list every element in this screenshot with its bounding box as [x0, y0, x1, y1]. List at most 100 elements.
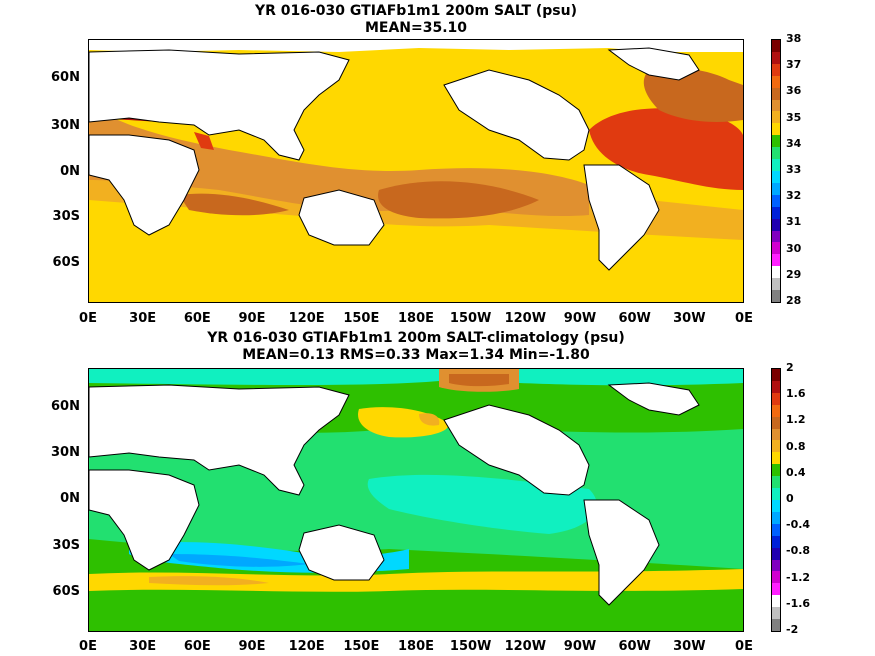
bottom-colorbar-swatch	[772, 547, 780, 560]
bottom-colorbar-swatch	[772, 511, 780, 524]
top-colorbar-label: 34	[786, 136, 802, 150]
bottom-colorbar-label: 0	[786, 492, 794, 505]
bottom-colorbar-label: 1.2	[786, 413, 806, 427]
bottom-lon-label: 150E	[343, 639, 380, 654]
top-colorbar-swatch	[772, 230, 780, 243]
top-colorbar-swatch	[772, 206, 780, 219]
top-colorbar-swatch	[772, 111, 780, 124]
bottom-lat-label-30n: 30N	[51, 445, 80, 460]
top-lat-label-0n: 0N	[60, 164, 80, 179]
bottom-colorbar-swatch	[772, 499, 780, 512]
top-colorbar-swatch	[772, 99, 780, 112]
bottom-colorbar-label: 0.4	[786, 465, 806, 479]
bottom-lon-label: 180E	[397, 639, 435, 654]
top-colorbar-label: 31	[786, 215, 802, 229]
top-lat-label-60n: 60N	[51, 70, 80, 85]
top-colorbar-label: 38	[786, 32, 802, 45]
top-colorbar-swatch	[772, 266, 780, 279]
bottom-colorbar-label: 1.6	[786, 387, 806, 401]
top-colorbar-swatch	[772, 51, 780, 64]
continents	[89, 47, 700, 271]
bottom-colorbar-label: -1.2	[786, 570, 811, 584]
top-colorbar-label: 37	[786, 58, 802, 72]
bottom-lon-label: 0E	[79, 639, 97, 654]
top-colorbar-swatch	[772, 135, 780, 148]
top-colorbar-swatch	[772, 170, 780, 183]
top-map-subtitle: MEAN=35.10	[364, 20, 468, 36]
top-colorbar-label: 33	[786, 163, 802, 176]
top-colorbar-label: 32	[786, 189, 802, 203]
top-colorbar-swatch	[772, 218, 780, 231]
bottom-lon-label: 120E	[288, 639, 325, 654]
top-lon-label: 120W	[504, 311, 547, 326]
bottom-colorbar	[771, 368, 781, 632]
bottom-colorbar-label: -0.8	[786, 544, 811, 558]
bottom-colorbar-swatch	[772, 476, 780, 489]
bottom-colorbar-label: 0.8	[786, 439, 806, 453]
top-lat-label-30n: 30N	[51, 118, 80, 133]
bottom-colorbar-swatch	[772, 583, 780, 596]
top-colorbar-label: 28	[786, 294, 802, 307]
bottom-lon-label: 0E	[735, 639, 753, 654]
bottom-lon-label: 30W	[673, 639, 706, 654]
bottom-colorbar-swatch	[772, 392, 780, 405]
top-lon-label: 0E	[735, 311, 753, 326]
bottom-colorbar-swatch	[772, 380, 780, 393]
bottom-colorbar-label: -2	[786, 623, 799, 636]
bottom-lat-label-0n: 0N	[60, 491, 80, 506]
bottom-lon-label: 60E	[183, 639, 211, 654]
bottom-colorbar-swatch	[772, 416, 780, 429]
top-map-panel	[88, 39, 744, 303]
bottom-lon-label: 60W	[618, 639, 651, 654]
top-colorbar-swatch	[772, 63, 780, 76]
bottom-colorbar-swatch	[772, 523, 780, 536]
top-colorbar-swatch	[772, 75, 780, 88]
bottom-colorbar-swatch	[772, 559, 780, 572]
top-colorbar-label: 29	[786, 267, 802, 281]
top-colorbar-label: 35	[786, 110, 802, 124]
bottom-lon-label: 30E	[129, 639, 157, 654]
bottom-colorbar-label: 2	[786, 361, 794, 374]
top-colorbar-swatch	[772, 159, 780, 171]
top-map-title: YR 016-030 GTIAFb1m1 200m SALT (psu)	[254, 3, 578, 19]
top-colorbar-swatch	[772, 194, 780, 207]
top-salinity-field	[89, 40, 743, 302]
bottom-lon-label: 90W	[563, 639, 597, 654]
top-colorbar	[771, 39, 781, 303]
continents	[89, 382, 700, 606]
top-lon-label: 30E	[129, 311, 157, 326]
top-lon-label: 60E	[183, 311, 211, 326]
bottom-colorbar-swatch	[772, 404, 780, 417]
top-colorbar-swatch	[772, 242, 780, 255]
top-colorbar-swatch	[772, 147, 780, 160]
bottom-salinity-anomaly-field	[89, 369, 743, 631]
bottom-lon-label: 150W	[449, 639, 492, 654]
bottom-map-title: YR 016-030 GTIAFb1m1 200m SALT-climatolo…	[207, 330, 625, 346]
top-colorbar-swatch	[772, 40, 780, 52]
top-colorbar-swatch	[772, 123, 780, 136]
top-colorbar-swatch	[772, 278, 780, 291]
top-colorbar-swatch	[772, 290, 780, 302]
bottom-lon-label: 90E	[238, 639, 266, 654]
bottom-colorbar-swatch	[772, 488, 780, 500]
top-lon-label: 150E	[343, 311, 380, 326]
bottom-lat-label-60s: 60S	[52, 584, 80, 599]
bottom-colorbar-swatch	[772, 464, 780, 477]
top-lon-label: 180E	[397, 311, 435, 326]
bottom-colorbar-label: -1.6	[786, 596, 811, 610]
bottom-map-subtitle: MEAN=0.13 RMS=0.33 Max=1.34 Min=-1.80	[242, 347, 590, 363]
top-lat-label-30s: 30S	[52, 209, 80, 224]
bottom-colorbar-swatch	[772, 619, 780, 631]
bottom-lon-label: 120W	[504, 639, 547, 654]
top-colorbar-label: 30	[786, 241, 802, 255]
bottom-map-panel	[88, 368, 744, 632]
bottom-colorbar-swatch	[772, 535, 780, 548]
bottom-colorbar-swatch	[772, 607, 780, 620]
top-lon-label: 90E	[238, 311, 266, 326]
top-lon-label: 0E	[79, 311, 97, 326]
top-lon-label: 120E	[288, 311, 325, 326]
top-colorbar-swatch	[772, 254, 780, 267]
bottom-colorbar-swatch	[772, 571, 780, 584]
bottom-colorbar-swatch	[772, 452, 780, 465]
top-colorbar-label: 36	[786, 84, 802, 98]
